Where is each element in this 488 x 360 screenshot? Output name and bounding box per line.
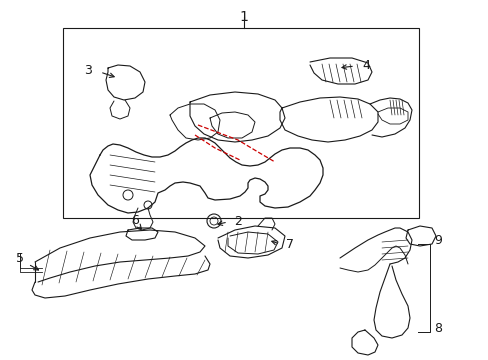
- Bar: [63, 28, 418, 218]
- Text: 6: 6: [131, 213, 139, 226]
- Text: 7: 7: [285, 238, 293, 251]
- Text: 4: 4: [361, 59, 369, 72]
- Text: 8: 8: [433, 321, 441, 334]
- Text: 1: 1: [239, 10, 248, 24]
- Text: 3: 3: [84, 63, 92, 77]
- Text: 2: 2: [234, 215, 242, 228]
- Text: 5: 5: [16, 252, 24, 265]
- Text: 9: 9: [433, 234, 441, 247]
